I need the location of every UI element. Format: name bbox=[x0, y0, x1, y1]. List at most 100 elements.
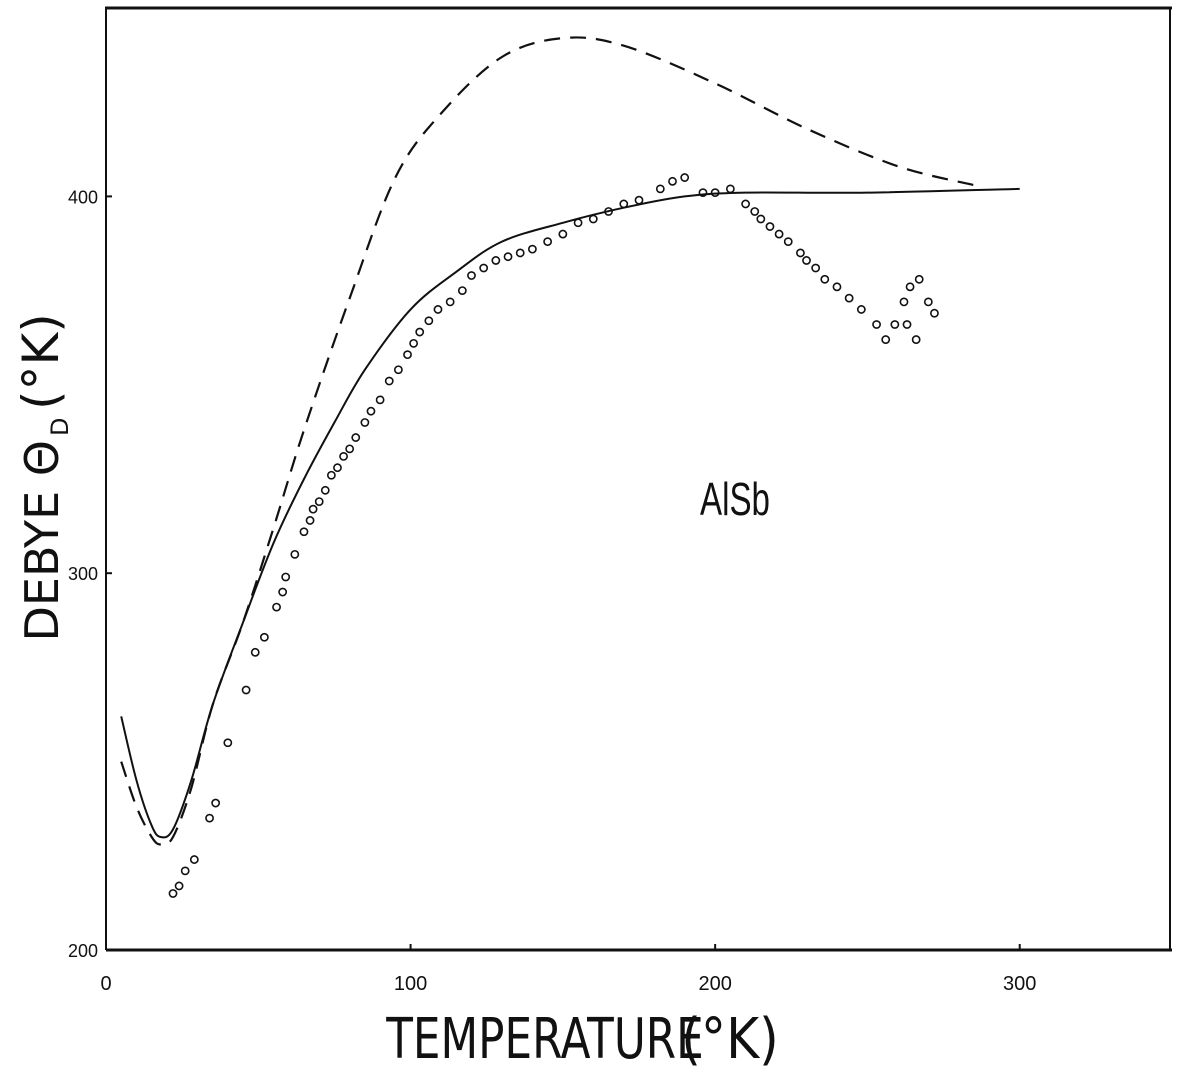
data-point bbox=[360, 418, 370, 427]
data-point bbox=[741, 199, 750, 209]
data-point bbox=[783, 237, 793, 247]
plot-frame bbox=[105, 6, 1172, 952]
data-point bbox=[914, 274, 924, 284]
data-point bbox=[856, 305, 866, 314]
data-point bbox=[393, 365, 403, 375]
data-point bbox=[278, 587, 288, 597]
data-point bbox=[811, 263, 821, 273]
data-point bbox=[832, 282, 842, 292]
data-point bbox=[573, 218, 583, 228]
x-axis-title: TEMPERATURE (°K) bbox=[385, 1006, 778, 1072]
data-point bbox=[774, 229, 784, 239]
axis-ticks: 0 100 200 300 200 300 400 bbox=[68, 187, 1036, 995]
data-point bbox=[491, 256, 501, 265]
data-point bbox=[655, 184, 665, 194]
data-point bbox=[890, 320, 900, 329]
solid-curve-series bbox=[120, 187, 1020, 839]
data-point bbox=[902, 320, 912, 329]
data-point bbox=[756, 214, 766, 224]
data-point bbox=[433, 305, 443, 314]
data-point bbox=[314, 497, 324, 507]
x-axis-unit: (°K) bbox=[681, 1006, 779, 1071]
data-point bbox=[272, 602, 281, 612]
data-point bbox=[168, 889, 178, 898]
data-point bbox=[515, 248, 525, 258]
data-point bbox=[345, 444, 355, 454]
y-axis-label: DEBYE Θ bbox=[15, 440, 69, 642]
data-point bbox=[424, 316, 434, 326]
data-point bbox=[698, 188, 708, 198]
data-point bbox=[503, 252, 513, 262]
data-point bbox=[872, 320, 881, 329]
data-point bbox=[205, 813, 214, 823]
data-point bbox=[320, 485, 330, 495]
data-point bbox=[339, 451, 348, 461]
dashed-curve-series bbox=[120, 36, 975, 846]
data-point bbox=[351, 433, 361, 442]
data-point bbox=[923, 297, 933, 307]
data-point bbox=[308, 504, 318, 514]
y-axis-title: DEBYE Θ D (°K) bbox=[12, 313, 74, 641]
x-tick-label: 0 bbox=[100, 973, 111, 995]
x-axis-label: TEMPERATURE bbox=[385, 1006, 703, 1072]
data-point bbox=[189, 855, 199, 864]
data-point bbox=[796, 248, 805, 258]
data-point bbox=[543, 237, 553, 247]
data-point bbox=[445, 297, 455, 307]
data-point bbox=[290, 549, 300, 559]
data-point bbox=[174, 881, 184, 891]
data-point bbox=[415, 327, 425, 337]
measured-points-series bbox=[168, 173, 939, 898]
data-point bbox=[930, 308, 939, 318]
y-axis-subscript: D bbox=[46, 418, 74, 436]
data-point bbox=[604, 207, 613, 216]
data-point bbox=[668, 176, 677, 186]
x-tick-label: 100 bbox=[394, 973, 427, 995]
data-point bbox=[710, 188, 720, 198]
data-point bbox=[479, 263, 489, 273]
y-tick-label: 300 bbox=[68, 564, 98, 584]
data-point bbox=[467, 271, 476, 280]
y-tick-label: 200 bbox=[68, 941, 98, 961]
data-point bbox=[326, 470, 336, 480]
data-point bbox=[588, 214, 598, 224]
data-point bbox=[820, 274, 830, 284]
data-point bbox=[911, 335, 921, 344]
data-point bbox=[223, 738, 233, 748]
x-tick-label: 200 bbox=[698, 973, 731, 995]
data-point bbox=[528, 244, 537, 254]
data-point bbox=[680, 173, 690, 182]
data-point bbox=[281, 572, 291, 582]
data-point bbox=[305, 516, 315, 525]
data-point bbox=[241, 685, 251, 695]
data-point bbox=[881, 335, 891, 344]
data-point bbox=[844, 293, 854, 303]
material-label: AlSb bbox=[700, 475, 770, 525]
data-point bbox=[299, 527, 309, 537]
x-tick-label: 300 bbox=[1003, 973, 1036, 995]
series-layer bbox=[120, 36, 1020, 898]
y-tick-label: 400 bbox=[68, 187, 98, 207]
data-point bbox=[375, 395, 385, 405]
data-point bbox=[211, 798, 221, 808]
data-point bbox=[765, 222, 775, 231]
data-point bbox=[634, 195, 644, 205]
data-point bbox=[333, 463, 342, 473]
data-point bbox=[259, 632, 269, 642]
data-point bbox=[403, 350, 412, 360]
data-point bbox=[725, 184, 735, 194]
data-point bbox=[384, 376, 394, 386]
data-point bbox=[802, 256, 811, 265]
data-point bbox=[750, 207, 760, 216]
data-point bbox=[366, 406, 376, 416]
data-point bbox=[619, 199, 629, 209]
y-axis-unit: (°K) bbox=[12, 313, 70, 410]
data-point bbox=[899, 297, 909, 307]
data-point bbox=[180, 866, 190, 876]
data-point bbox=[558, 229, 568, 239]
data-point bbox=[905, 282, 915, 292]
data-point bbox=[409, 338, 419, 348]
data-point bbox=[250, 647, 260, 657]
